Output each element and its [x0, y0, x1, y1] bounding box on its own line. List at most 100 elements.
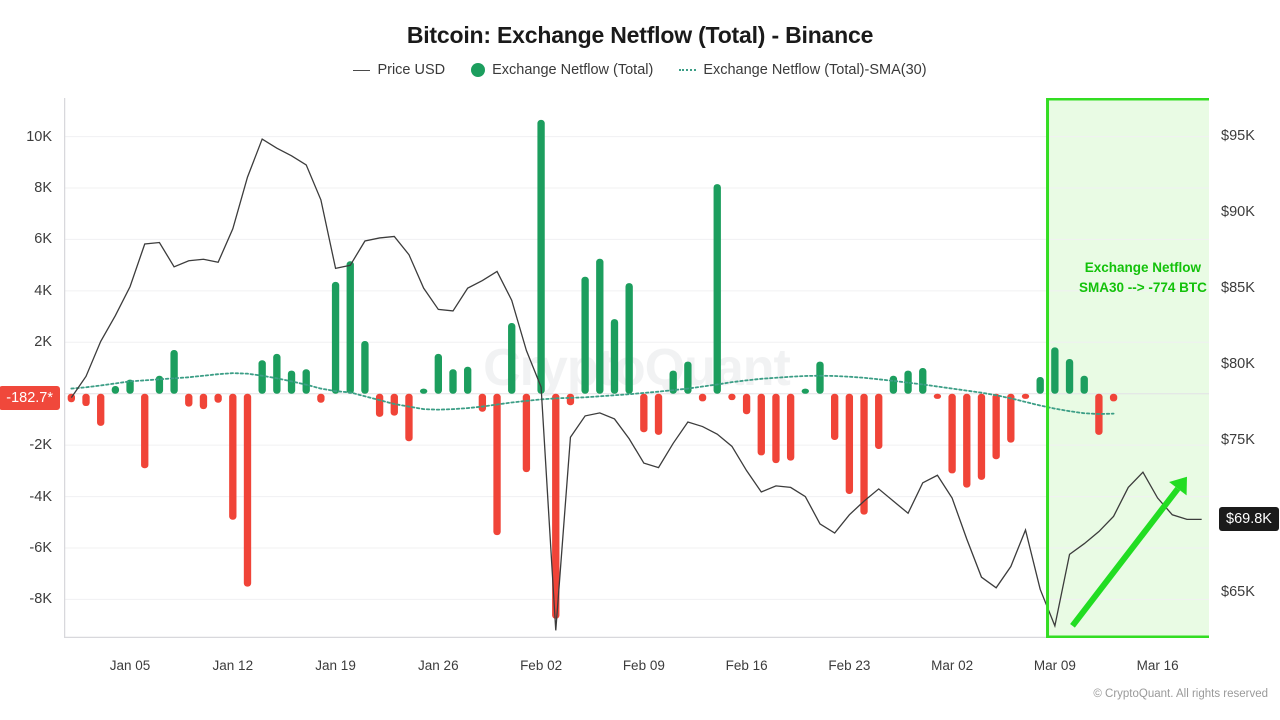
- x-axis-tick: Jan 05: [109, 658, 151, 673]
- x-axis-tick: Mar 02: [931, 658, 974, 673]
- netflow-bar: [449, 369, 457, 394]
- netflow-bar: [757, 393, 765, 456]
- x-axis-tick: Jan 26: [418, 658, 459, 673]
- y-axis-left-tick: 4K: [34, 282, 52, 299]
- netflow-bar: [434, 353, 442, 394]
- netflow-bar: [566, 393, 575, 406]
- legend-item-price-usd[interactable]: Price USD: [353, 62, 445, 78]
- copyright-text: © CryptoQuant. All rights reserved: [1093, 688, 1268, 700]
- x-axis: Jan 05 Jan 12 Jan 19 Jan 26 Feb 02 Feb 09 Feb …: [64, 648, 1209, 678]
- netflow-bar: [948, 393, 956, 474]
- netflow-bar: [508, 323, 516, 394]
- netflow-bar: [992, 393, 1000, 460]
- netflow-bar: [361, 341, 369, 394]
- trend-arrow-shaft: [1070, 486, 1181, 628]
- netflow-bar: [1021, 393, 1030, 399]
- netflow-bar: [625, 283, 633, 394]
- netflow-bar: [537, 119, 545, 394]
- annotation-line-1: Exchange Netflow: [1084, 260, 1202, 275]
- price-value-badge: $69.8K: [1219, 507, 1279, 532]
- x-axis-tick: Jan 19: [315, 658, 356, 673]
- netflow-bar: [478, 393, 487, 412]
- x-axis-tick: Feb 16: [725, 658, 768, 673]
- x-axis-tick: Mar 16: [1136, 658, 1179, 673]
- netflow-bar: [875, 393, 883, 449]
- plot-svg: [64, 98, 1209, 638]
- netflow-bar: [1080, 375, 1088, 394]
- sma30-line: [70, 372, 1115, 415]
- netflow-bar: [464, 366, 472, 394]
- netflow-bar: [405, 393, 413, 442]
- y-axis-left-tick: 10K: [26, 128, 52, 145]
- dotted-line-marker-icon: [679, 69, 697, 71]
- netflow-bar: [860, 393, 868, 515]
- netflow-bar: [346, 261, 354, 394]
- netflow-bar: [977, 393, 986, 480]
- netflow-bar: [170, 350, 178, 394]
- y-axis-left-tick: -4K: [29, 488, 52, 505]
- netflow-bar: [581, 276, 589, 394]
- y-axis-right-tick: $75K: [1221, 432, 1255, 449]
- netflow-bar: [185, 393, 193, 407]
- netflow-bar: [302, 369, 310, 394]
- netflow-bar: [596, 258, 604, 394]
- y-axis-left-tick: 6K: [34, 231, 52, 248]
- x-axis-tick: Feb 23: [828, 658, 871, 673]
- netflow-bar: [1065, 359, 1074, 394]
- legend-item-netflow-sma30[interactable]: Exchange Netflow (Total)-SMA(30): [679, 62, 927, 78]
- netflow-bar: [786, 393, 795, 461]
- highlight-border: [1046, 98, 1209, 638]
- netflow-bar: [1036, 377, 1044, 394]
- netflow-bar: [1007, 393, 1015, 443]
- netflow-bar: [816, 361, 824, 394]
- legend-label: Exchange Netflow (Total): [492, 62, 654, 78]
- netflow-bar: [669, 370, 677, 394]
- annotation-line-2: SMA30 --> -774 BTC: [1078, 279, 1207, 295]
- netflow-bar: [831, 393, 839, 440]
- netflow-bar: [1109, 393, 1118, 402]
- netflow-bar: [742, 393, 751, 415]
- netflow-bar: [214, 393, 222, 403]
- netflow-bar: [552, 393, 560, 619]
- line-marker-icon: [353, 69, 371, 71]
- trend-arrow-head: [1169, 476, 1187, 496]
- plot-area: CryptoQuant: [64, 98, 1209, 638]
- dot-marker-icon: [471, 63, 486, 77]
- netflow-bar: [331, 281, 340, 394]
- netflow-bar: [243, 393, 252, 587]
- price-line: [70, 138, 1202, 631]
- netflow-bar: [126, 379, 134, 394]
- netflow-bar: [889, 375, 898, 394]
- netflow-bar: [963, 393, 971, 488]
- netflow-bar: [640, 393, 648, 433]
- netflow-bar: [273, 353, 281, 394]
- y-axis-left-tick: -2K: [29, 437, 52, 454]
- y-axis-right-tick: $95K: [1221, 128, 1255, 145]
- y-axis-right: $95K $90K $85K $80K $75K $65K $69.8K: [1215, 98, 1279, 638]
- netflow-bar: [610, 319, 619, 394]
- legend-label: Price USD: [377, 62, 446, 78]
- netflow-bar: [728, 393, 736, 401]
- y-axis-left-tick: 8K: [34, 180, 52, 196]
- netflow-bar: [801, 388, 809, 394]
- legend-label: Exchange Netflow (Total)-SMA(30): [703, 62, 927, 78]
- netflow-bar: [684, 361, 692, 394]
- netflow-bar: [199, 393, 208, 410]
- annotation-callout: Exchange Netflow SMA30 --> -774 BTC: [1048, 258, 1239, 297]
- netflow-bar: [419, 388, 428, 394]
- y-axis-right-tick: $85K: [1221, 280, 1255, 297]
- x-axis-tick: Feb 02: [520, 658, 563, 673]
- legend-item-exchange-netflow[interactable]: Exchange Netflow (Total): [471, 62, 653, 78]
- y-axis-right-tick: $80K: [1221, 356, 1255, 373]
- x-axis-tick: Mar 09: [1033, 658, 1076, 673]
- y-axis-left-tick: -8K: [29, 591, 52, 608]
- netflow-bar: [698, 393, 707, 402]
- y-axis-left: 10K 8K 6K 4K 2K -2K -4K -6K -8K -182.7*: [0, 98, 60, 638]
- netflow-bar: [493, 393, 501, 536]
- netflow-bar: [141, 393, 149, 469]
- chart-legend: Price USD Exchange Netflow (Total) Excha…: [0, 62, 1280, 78]
- netflow-bar: [317, 393, 325, 403]
- netflow-bar: [111, 386, 120, 394]
- netflow-bar: [1051, 347, 1059, 394]
